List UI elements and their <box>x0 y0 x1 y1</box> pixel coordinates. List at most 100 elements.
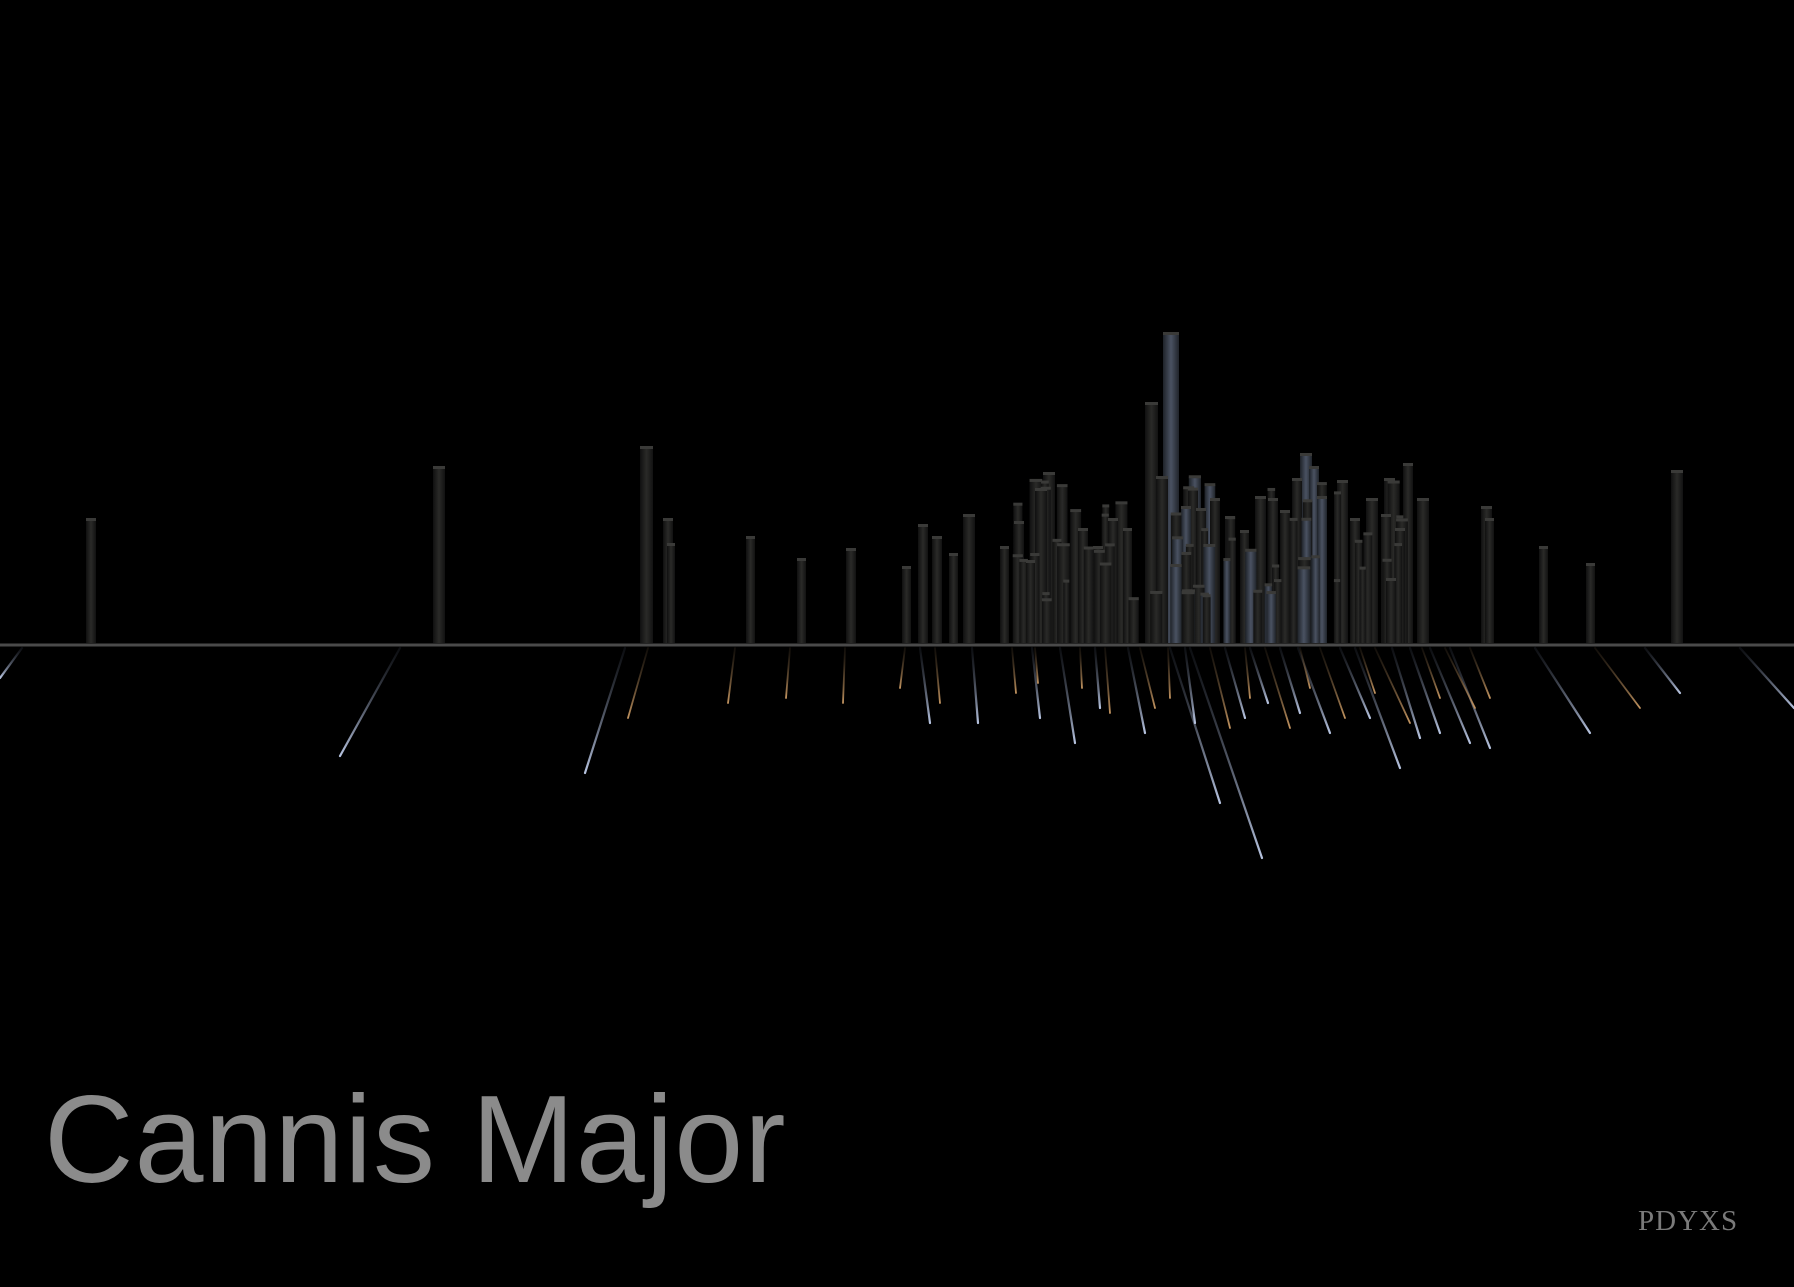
star-bar-cap <box>1163 332 1179 335</box>
star-bar-cap <box>1311 555 1320 559</box>
star-bar-cap <box>1394 543 1403 547</box>
reflection-streak <box>1104 647 1111 714</box>
star-bar-cap <box>1333 491 1342 495</box>
star-bar <box>1394 545 1403 643</box>
reflection-streak <box>1034 647 1039 684</box>
star-bar-cap <box>1267 487 1276 491</box>
star-bar-cap <box>1172 536 1184 540</box>
reflection-streak <box>338 646 402 758</box>
star-bar-cap <box>1268 498 1278 501</box>
star-bar <box>963 516 975 643</box>
star-bar-cap <box>1057 543 1070 547</box>
star-bar-cap <box>1200 592 1209 596</box>
reflection-streak <box>1444 647 1476 709</box>
reflection-streak <box>727 647 736 704</box>
star-bar <box>86 520 96 643</box>
star-bar-cap <box>1223 558 1231 562</box>
star-bar-cap <box>1292 478 1302 481</box>
star-bar-cap <box>1102 504 1110 508</box>
star-bar <box>1253 591 1263 643</box>
star-bar <box>1359 568 1366 643</box>
star-bar-cap <box>1264 583 1273 587</box>
reflection-streak <box>1374 647 1411 724</box>
star-bar <box>1026 562 1035 643</box>
star-bar <box>1078 530 1088 643</box>
reflection-streak <box>934 647 941 704</box>
reflection-streak <box>1643 646 1682 695</box>
star-bar <box>1280 512 1290 643</box>
star-bar-cap <box>1026 560 1035 563</box>
star-bar-cap <box>1150 590 1163 594</box>
star-bar <box>746 538 755 643</box>
reflection-streak <box>1299 647 1311 689</box>
star-bar-cap <box>1309 466 1319 469</box>
star-bar-cap <box>1187 487 1199 491</box>
star-bar <box>1019 560 1028 643</box>
star-bar-cap <box>1204 483 1216 487</box>
star-bar-cap <box>1029 478 1043 482</box>
reflection-streak <box>1188 646 1264 860</box>
star-bar-cap <box>1396 515 1404 519</box>
star-bar-cap <box>1240 530 1249 533</box>
star-bar-cap <box>1350 518 1360 521</box>
star-bar-cap <box>1253 589 1263 593</box>
star-bar <box>1266 593 1276 643</box>
star-bar-cap <box>1063 579 1070 583</box>
star-bar-cap <box>1019 558 1028 562</box>
star-bar <box>1671 472 1683 643</box>
star-bar-cap <box>1070 509 1082 513</box>
star-bar-cap <box>1302 499 1313 503</box>
reflection-streak <box>918 646 932 725</box>
star-bar-cap <box>663 518 673 521</box>
star-bar-cap <box>1115 501 1128 505</box>
star-bar-cap <box>1041 598 1052 602</box>
star-bar-cap <box>1333 579 1341 583</box>
star-bar <box>1354 541 1363 643</box>
star-bar <box>1417 500 1429 643</box>
star-bar <box>1150 592 1163 643</box>
star-bar-cap <box>1226 516 1236 520</box>
reflection-streak <box>1139 647 1156 709</box>
star-bar <box>1333 581 1341 643</box>
star-bar-cap <box>932 536 942 539</box>
star-bar-cap <box>1192 584 1205 588</box>
star-bar-cap <box>1185 543 1194 547</box>
star-bar-cap <box>1181 506 1191 509</box>
star-bar-cap <box>1384 478 1395 481</box>
star-bar-cap <box>1210 498 1220 501</box>
artist-signature: PDYXS <box>1638 1205 1739 1237</box>
star-bar <box>1083 548 1094 643</box>
star-bar-cap <box>1289 517 1298 521</box>
star-bar-cap <box>1012 554 1023 558</box>
star-bar <box>1586 565 1595 643</box>
star-bar-cap <box>1181 591 1195 595</box>
reflection-streak <box>1079 647 1083 689</box>
star-bar-cap <box>667 543 675 546</box>
star-bar-cap <box>1014 521 1024 524</box>
reflection-streak <box>583 646 627 775</box>
star-bar-cap <box>1170 512 1182 516</box>
star-bar-cap <box>902 566 911 569</box>
star-bar-cap <box>1386 578 1396 581</box>
star-bar-cap <box>1359 566 1366 570</box>
star-bar-cap <box>1280 510 1290 513</box>
reflection-streak <box>1244 647 1251 699</box>
star-bar <box>640 448 653 643</box>
star-bar-cap <box>963 514 975 517</box>
star-bar <box>1539 548 1548 643</box>
star-bar-cap <box>918 524 928 527</box>
star-bar-cap <box>1203 543 1216 547</box>
star-bar-cap <box>1273 579 1282 583</box>
star-bar-cap <box>1366 498 1378 501</box>
star-bar-cap <box>746 536 755 539</box>
star-bar <box>433 468 445 643</box>
reflection-streak <box>1359 647 1376 694</box>
star-bar-cap <box>1052 538 1062 542</box>
star-bar <box>932 538 942 643</box>
star-bar <box>1273 581 1282 643</box>
star-bar-cap <box>1170 564 1182 568</box>
star-bar <box>1202 596 1211 643</box>
star-bar <box>1041 600 1052 643</box>
reflection-streak <box>1353 646 1402 770</box>
